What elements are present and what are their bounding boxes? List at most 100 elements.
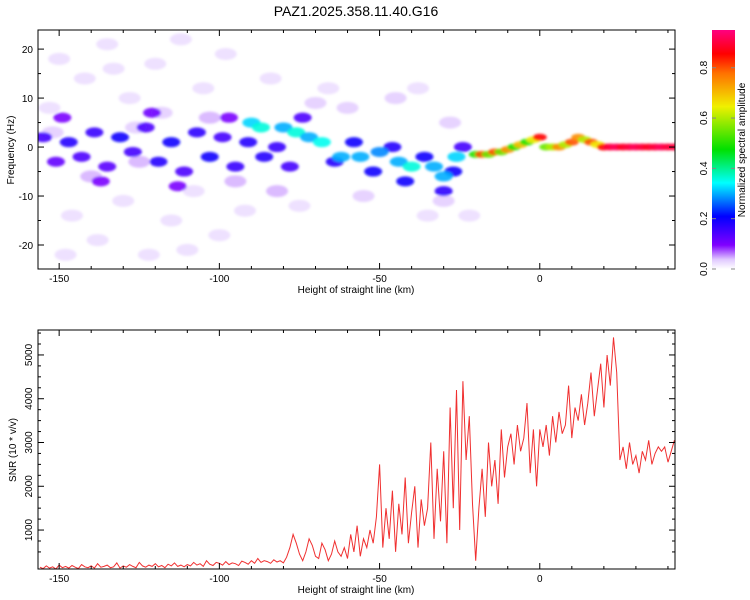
spectral-blob bbox=[137, 248, 160, 261]
spectral-blob bbox=[102, 62, 125, 75]
spectral-blob bbox=[239, 137, 258, 148]
spectral-blob bbox=[416, 209, 439, 222]
spectral-blob bbox=[312, 137, 331, 148]
y-tick-label: 3000 bbox=[24, 431, 35, 454]
spectrogram-marks bbox=[38, 33, 675, 261]
spectral-blob bbox=[226, 161, 245, 172]
spectral-blob bbox=[252, 122, 271, 133]
spectral-blob bbox=[300, 132, 319, 143]
spectrogram-xlabel: Height of straight line (km) bbox=[298, 285, 415, 296]
spectrogram-frame bbox=[37, 29, 676, 270]
spectral-blob bbox=[293, 112, 312, 123]
spectral-blob bbox=[402, 161, 421, 172]
spectral-blob bbox=[439, 116, 462, 129]
spectral-blob bbox=[453, 142, 472, 153]
spectral-blob bbox=[274, 122, 293, 133]
y-tick-label: 20 bbox=[22, 45, 34, 56]
x-tick-label: -150 bbox=[49, 574, 69, 585]
spectral-blob bbox=[255, 151, 274, 162]
spectral-blob bbox=[91, 176, 110, 187]
spectral-blob bbox=[233, 204, 256, 217]
spectral-blob bbox=[86, 234, 109, 247]
y-tick-label: 5000 bbox=[24, 343, 35, 366]
snr-frame bbox=[37, 329, 676, 570]
x-tick-label: -50 bbox=[372, 274, 387, 285]
spectral-blob bbox=[38, 132, 53, 143]
spectral-blob bbox=[136, 122, 155, 133]
spectral-blob bbox=[370, 146, 389, 157]
spectral-blob bbox=[214, 47, 237, 60]
spectral-blob bbox=[54, 248, 77, 261]
spectral-blob bbox=[168, 181, 187, 192]
colorbar: 0.0 0.2 0.4 0.6 0.8 Normalized spectral ampl… bbox=[699, 30, 748, 276]
spectral-blob bbox=[128, 155, 151, 168]
spectral-blob bbox=[96, 38, 119, 51]
y-tick-label: 1000 bbox=[24, 518, 35, 541]
spectral-blob bbox=[259, 72, 282, 85]
spectrogram-ylabel: Frequency (Hz) bbox=[6, 116, 17, 185]
spectral-blob bbox=[332, 151, 351, 162]
chart-title: PAZ1.2025.358.11.40.G16 bbox=[274, 3, 439, 19]
spectral-blob bbox=[72, 151, 91, 162]
y-tick-label: -20 bbox=[19, 241, 34, 252]
y-tick-label: -10 bbox=[19, 192, 34, 203]
spectral-blob bbox=[111, 132, 130, 143]
spectral-blob bbox=[280, 161, 299, 172]
spectral-blob bbox=[266, 185, 289, 198]
spectral-blob bbox=[383, 142, 402, 153]
spectral-blob bbox=[288, 199, 311, 212]
y-tick-label: 2000 bbox=[24, 475, 35, 498]
snr-ylabel: SNR (10 * v/v) bbox=[8, 418, 19, 482]
spectral-blob bbox=[46, 156, 65, 167]
spectral-blob bbox=[407, 82, 430, 95]
spectral-blob bbox=[38, 101, 61, 114]
x-tick-label: 0 bbox=[537, 574, 543, 585]
x-tick-label: 0 bbox=[537, 274, 543, 285]
spectral-blob bbox=[425, 161, 444, 172]
spectral-blob bbox=[213, 132, 232, 143]
spectral-blob bbox=[268, 142, 287, 153]
spectral-blob bbox=[149, 156, 168, 167]
spectral-blob bbox=[118, 92, 141, 105]
spectral-blob bbox=[143, 107, 162, 118]
spectral-blob bbox=[458, 209, 481, 222]
colorbar-tick-label: 0.6 bbox=[699, 111, 710, 125]
spectral-blob bbox=[123, 146, 142, 157]
spectral-blob bbox=[344, 137, 363, 148]
y-tick-label: 10 bbox=[22, 94, 34, 105]
snr-xlabel: Height of straight line (km) bbox=[298, 585, 415, 596]
spectral-blob bbox=[73, 72, 96, 85]
spectral-blob bbox=[415, 151, 434, 162]
spectral-blob bbox=[432, 194, 455, 207]
spectral-blob bbox=[182, 185, 205, 198]
spectral-blob bbox=[200, 151, 219, 162]
snr-ticks: -150 -100 -50 0 1000 2000 3000 4000 5000 bbox=[24, 330, 675, 585]
spectral-blob bbox=[53, 112, 72, 123]
spectral-blob bbox=[112, 194, 135, 207]
x-tick-label: -150 bbox=[49, 274, 69, 285]
spectral-blob bbox=[396, 176, 415, 187]
spectral-blob bbox=[364, 166, 383, 177]
spectral-blob bbox=[351, 151, 370, 162]
spectral-blob bbox=[98, 161, 117, 172]
spectral-blob bbox=[304, 96, 327, 109]
spectral-blob bbox=[160, 214, 183, 227]
spectral-blob bbox=[389, 156, 408, 167]
spectral-blob bbox=[532, 133, 547, 141]
spectral-blob bbox=[85, 127, 104, 138]
x-tick-label: -100 bbox=[209, 274, 229, 285]
spectral-blob bbox=[169, 33, 192, 46]
snr-plot: -150 -100 -50 0 1000 2000 3000 4000 5000 Height … bbox=[8, 329, 676, 596]
spectral-blob bbox=[434, 171, 453, 182]
y-tick-label: 4000 bbox=[24, 387, 35, 410]
colorbar-label: Normalized spectral amplitude bbox=[737, 82, 748, 217]
spectral-blob bbox=[144, 57, 167, 70]
spectral-blob bbox=[162, 137, 181, 148]
colorbar-tick-label: 0.0 bbox=[699, 262, 710, 276]
spectral-blob bbox=[208, 229, 231, 242]
colorbar-tick-label: 0.2 bbox=[699, 211, 710, 225]
